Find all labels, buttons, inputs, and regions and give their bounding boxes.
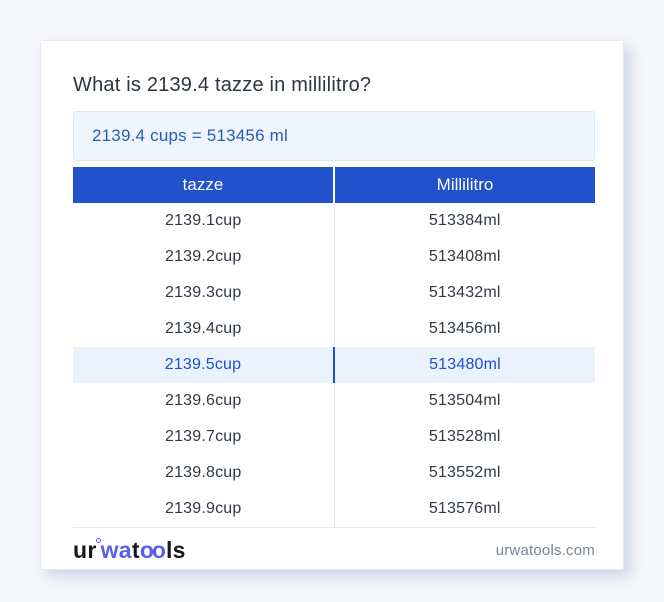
- ml-value[interactable]: 513504ml: [428, 392, 501, 409]
- table-header-row: tazze Millilitro: [73, 167, 595, 203]
- cup-value[interactable]: 2139.8cup: [73, 455, 335, 491]
- site-logo[interactable]: ur watools: [73, 537, 186, 564]
- table-row-highlighted[interactable]: 2139.5cup 513480ml: [73, 347, 595, 383]
- ml-value[interactable]: 513408ml: [428, 248, 501, 265]
- table-header-tazze: tazze: [73, 167, 335, 203]
- card-footer: ur watools urwatools.com: [73, 528, 595, 574]
- table-row[interactable]: 2139.2cup 513408ml: [73, 239, 595, 275]
- footer-domain: urwatools.com: [495, 542, 595, 559]
- logo-text-ur: ur: [73, 537, 97, 563]
- ml-value[interactable]: 513552ml: [428, 464, 501, 481]
- cup-value[interactable]: 2139.2cup: [73, 239, 335, 275]
- table-row[interactable]: 2139.1cup 513384ml: [73, 203, 595, 239]
- logo-text-ls: ls: [165, 537, 186, 563]
- cup-value[interactable]: 2139.1cup: [73, 203, 335, 239]
- table-row[interactable]: 2139.9cup 513576ml: [73, 491, 595, 527]
- table-row[interactable]: 2139.6cup 513504ml: [73, 383, 595, 419]
- table-row[interactable]: 2139.4cup 513456ml: [73, 311, 595, 347]
- cup-value[interactable]: 2139.6cup: [73, 383, 335, 419]
- logo-rings-oo: oo: [139, 537, 166, 563]
- ml-value[interactable]: 513456ml: [428, 320, 501, 337]
- ml-value[interactable]: 513576ml: [428, 499, 501, 517]
- table-row[interactable]: 2139.7cup 513528ml: [73, 419, 595, 455]
- table-row[interactable]: 2139.3cup 513432ml: [73, 275, 595, 311]
- logo-text-t: t: [131, 537, 140, 563]
- page-title: What is 2139.4 tazze in millilitro?: [73, 74, 372, 96]
- table-row[interactable]: 2139.8cup 513552ml: [73, 455, 595, 491]
- table-header-millilitro: Millilitro: [334, 167, 595, 203]
- conversion-result-text: 2139.4 cups = 513456 ml: [92, 126, 288, 145]
- cup-value[interactable]: 2139.4cup: [73, 311, 335, 347]
- logo-text-wa: wa: [100, 537, 132, 563]
- cup-value[interactable]: 2139.7cup: [73, 419, 335, 455]
- ml-value[interactable]: 513384ml: [428, 212, 501, 229]
- cup-value[interactable]: 2139.5cup: [73, 347, 335, 383]
- conversion-result-box: 2139.4 cups = 513456 ml: [73, 111, 595, 161]
- ml-value[interactable]: 513480ml: [334, 347, 595, 383]
- cup-value[interactable]: 2139.9cup: [73, 491, 335, 527]
- ml-value[interactable]: 513432ml: [428, 284, 501, 301]
- cup-value[interactable]: 2139.3cup: [73, 275, 335, 311]
- logo-ring-icon: [95, 538, 101, 543]
- conversion-card: What is 2139.4 tazze in millilitro? 2139…: [40, 40, 624, 570]
- ml-value[interactable]: 513528ml: [428, 428, 501, 445]
- conversion-table: tazze Millilitro 2139.1cup 513384ml 2139…: [73, 167, 595, 528]
